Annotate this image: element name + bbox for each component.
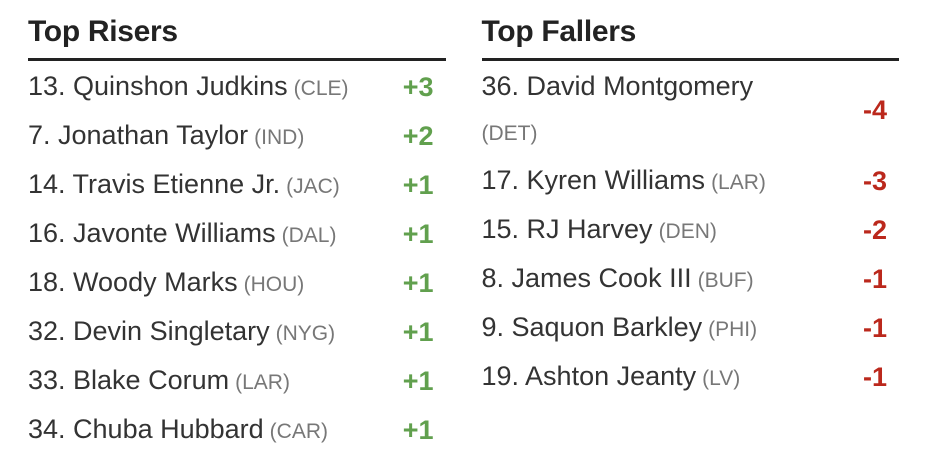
list-item: 18. Woody Marks (HOU) +1: [28, 259, 446, 308]
rank-change: -1: [862, 264, 887, 294]
player-name: 7. Jonathan Taylor: [28, 120, 249, 150]
rank-change: +1: [402, 366, 434, 396]
player-team: (PHI): [708, 318, 758, 341]
player-label: 13. Quinshon Judkins (CLE): [28, 63, 378, 112]
player-team: (LAR): [711, 171, 766, 194]
risers-list: 13. Quinshon Judkins (CLE) +3 7. Jonathan…: [28, 63, 446, 455]
fallers-list: 36. David Montgomery (DET) -4 17. Kyren W…: [482, 63, 900, 402]
rank-change: -1: [862, 362, 887, 392]
player-label: 18. Woody Marks (HOU): [28, 259, 378, 308]
rank-change: +1: [402, 170, 434, 200]
player-team: (CLE): [293, 77, 349, 100]
player-name: 9. Saquon Barkley: [481, 312, 703, 342]
rank-change: -3: [862, 166, 887, 196]
player-label: 36. David Montgomery (DET): [482, 63, 832, 157]
player-team: (BUF): [697, 269, 754, 292]
player-team: (HOU): [243, 273, 305, 296]
rank-change: -1: [862, 313, 887, 343]
list-item: 14. Travis Etienne Jr. (JAC) +1: [28, 161, 446, 210]
rank-change: -4: [862, 94, 887, 125]
rank-change: +3: [402, 72, 434, 102]
player-team: (IND): [254, 126, 305, 149]
player-label: 14. Travis Etienne Jr. (JAC): [28, 161, 378, 210]
list-item: 15. RJ Harvey (DEN) -2: [482, 206, 900, 255]
risers-heading: Top Risers: [28, 14, 446, 61]
player-label: 32. Devin Singletary (NYG): [28, 308, 378, 357]
list-item: 36. David Montgomery (DET) -4: [482, 63, 900, 157]
player-team: (NYG): [275, 322, 336, 345]
player-name: 18. Woody Marks: [28, 267, 238, 297]
top-fallers-section: Top Fallers 36. David Montgomery (DET) -4…: [481, 14, 900, 456]
player-label: 17. Kyren Williams (LAR): [482, 157, 832, 206]
rank-change: +1: [402, 415, 434, 445]
rank-change: +1: [402, 317, 434, 347]
player-name: 15. RJ Harvey: [481, 214, 653, 244]
player-label: 34. Chuba Hubbard (CAR): [28, 406, 378, 455]
list-item: 8. James Cook III (BUF) -1: [482, 255, 900, 304]
player-label: 7. Jonathan Taylor (IND): [28, 112, 378, 161]
player-name: 34. Chuba Hubbard: [28, 414, 264, 444]
player-name: 33. Blake Corum: [28, 365, 230, 395]
rank-change: -2: [862, 215, 887, 245]
player-label: 8. James Cook III (BUF): [482, 255, 832, 304]
list-item: 33. Blake Corum (LAR) +1: [28, 357, 446, 406]
player-team: (LAR): [235, 371, 290, 394]
player-label: 19. Ashton Jeanty (LV): [482, 353, 832, 402]
player-team: (LV): [702, 367, 741, 390]
rank-change: +2: [402, 121, 434, 151]
player-name: 16. Javonte Williams: [28, 218, 276, 248]
list-item: 32. Devin Singletary (NYG) +1: [28, 308, 446, 357]
list-item: 13. Quinshon Judkins (CLE) +3: [28, 63, 446, 112]
top-risers-section: Top Risers 13. Quinshon Judkins (CLE) +3 …: [28, 14, 446, 456]
fallers-heading: Top Fallers: [481, 14, 899, 61]
player-label: 15. RJ Harvey (DEN): [482, 206, 832, 255]
player-name: 13. Quinshon Judkins: [28, 71, 288, 101]
player-name: 32. Devin Singletary: [28, 316, 270, 346]
list-item: 19. Ashton Jeanty (LV) -1: [482, 353, 900, 402]
list-item: 9. Saquon Barkley (PHI) -1: [482, 304, 900, 353]
list-item: 34. Chuba Hubbard (CAR) +1: [28, 406, 446, 455]
rank-change: +1: [402, 219, 434, 249]
list-item: 17. Kyren Williams (LAR) -3: [482, 157, 900, 206]
player-team: (CAR): [269, 420, 328, 443]
list-item: 16. Javonte Williams (DAL) +1: [28, 210, 446, 259]
player-label: 33. Blake Corum (LAR): [28, 357, 378, 406]
player-name: 36. David Montgomery: [481, 71, 754, 101]
player-name: 17. Kyren Williams: [481, 165, 706, 195]
player-name: 8. James Cook III: [481, 263, 692, 293]
list-item: 7. Jonathan Taylor (IND) +2: [28, 112, 446, 161]
player-label: 16. Javonte Williams (DAL): [28, 210, 378, 259]
player-name: 19. Ashton Jeanty: [481, 361, 697, 391]
player-team: (DET): [481, 122, 538, 145]
player-team: (DAL): [281, 224, 337, 247]
player-label: 9. Saquon Barkley (PHI): [482, 304, 832, 353]
rank-change: +1: [402, 268, 434, 298]
player-name: 14. Travis Etienne Jr.: [28, 169, 281, 199]
player-team: (JAC): [286, 175, 340, 198]
player-team: (DEN): [658, 220, 717, 243]
